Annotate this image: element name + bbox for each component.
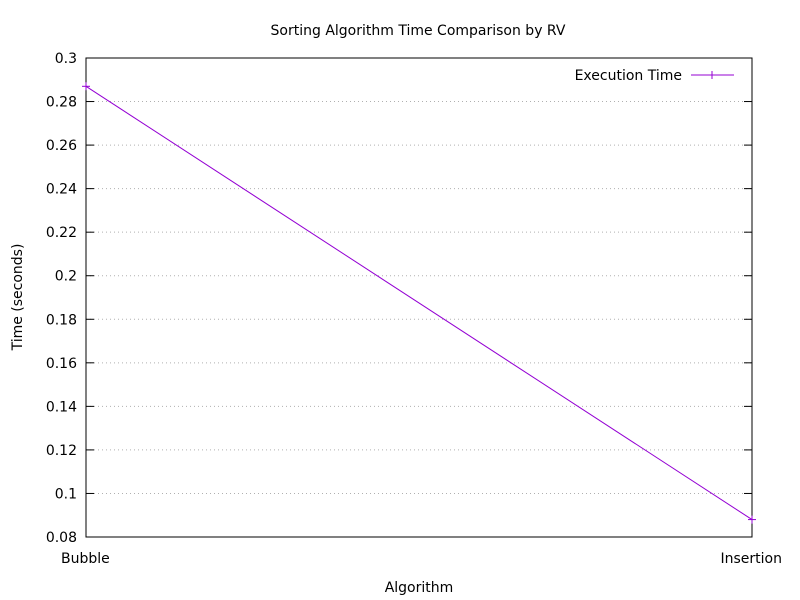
grid <box>86 101 752 494</box>
y-tick-label: 0.22 <box>46 225 77 241</box>
y-tick-label: 0.2 <box>55 269 77 285</box>
x-tick-label: Insertion <box>721 551 782 567</box>
legend: Execution Time <box>575 68 734 84</box>
y-tick-label: 0.18 <box>46 312 77 328</box>
data-point <box>82 82 90 91</box>
x-axis: Bubble Insertion <box>61 58 782 567</box>
y-tick-label: 0.24 <box>46 182 77 198</box>
legend-label: Execution Time <box>575 68 682 84</box>
plot-frame <box>85 57 753 538</box>
y-axis: 0.08 0.1 0.12 0.14 0.16 0.18 0.2 0.22 0.24 0.26 0.… <box>46 51 752 546</box>
data-point <box>748 515 756 524</box>
y-tick-label: 0.14 <box>46 399 77 415</box>
y-tick-label: 0.26 <box>46 138 77 154</box>
y-tick-label: 0.1 <box>55 486 77 502</box>
y-tick-label: 0.12 <box>46 443 77 459</box>
y-axis-label: Time (seconds) <box>10 244 26 352</box>
x-axis-label: Algorithm <box>385 580 454 596</box>
y-tick-label: 0.28 <box>46 95 77 111</box>
y-tick-label: 0.3 <box>55 51 77 67</box>
chart-title: Sorting Algorithm Time Comparison by RV <box>271 23 566 39</box>
series-line <box>85 85 753 521</box>
y-tick-label: 0.08 <box>46 530 77 546</box>
y-tick-label: 0.16 <box>46 356 77 372</box>
x-tick-label: Bubble <box>61 551 110 567</box>
series-group <box>82 82 756 524</box>
